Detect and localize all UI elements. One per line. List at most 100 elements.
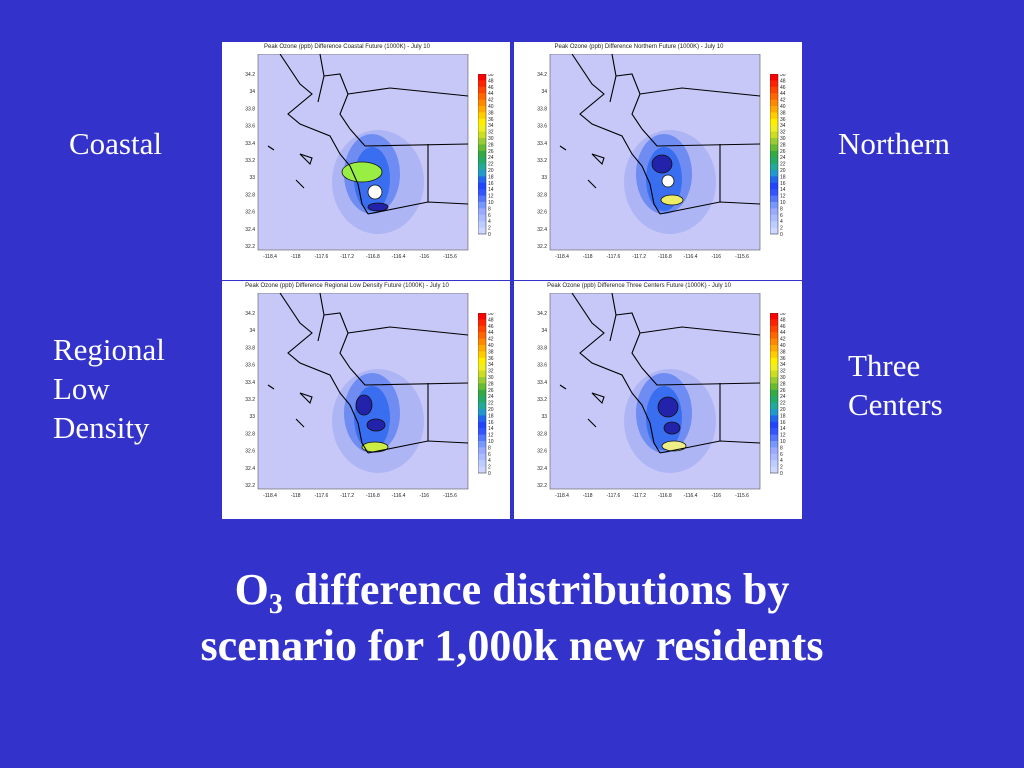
- colorbar-swatch: [770, 364, 778, 371]
- colorbar-swatch: [770, 189, 778, 196]
- map-panel-northern: Peak Ozone (ppb) Difference Northern Fut…: [514, 42, 802, 280]
- x-tick-label: -118.4: [263, 493, 277, 499]
- colorbar-tick-label: 16: [488, 420, 494, 426]
- colorbar-swatch: [770, 144, 778, 152]
- map-panel-coastal: Peak Ozone (ppb) Difference Coastal Futu…: [222, 42, 510, 280]
- colorbar-swatch: [478, 319, 486, 327]
- map-panel-three-centers: Peak Ozone (ppb) Difference Three Center…: [514, 281, 802, 519]
- colorbar-tick-label: 12: [780, 433, 786, 439]
- colorbar-tick-label: 38: [780, 349, 786, 355]
- ozone-plume: [332, 130, 424, 234]
- land-borders: [559, 54, 761, 215]
- colorbar: 5048464442403836343230282624222018161412…: [478, 74, 494, 238]
- colorbar-tick-label: 32: [780, 130, 786, 136]
- x-tick-label: -115.6: [735, 493, 749, 499]
- colorbar-tick-label: 24: [780, 394, 786, 400]
- colorbar-swatch: [770, 428, 778, 435]
- colorbar-swatch: [478, 112, 486, 120]
- colorbar-swatch: [770, 357, 778, 365]
- colorbar-swatch: [770, 447, 778, 455]
- colorbar-tick-label: 50: [488, 74, 494, 78]
- colorbar-swatch: [770, 221, 778, 228]
- colorbar-swatch: [770, 99, 778, 107]
- colorbar-swatch: [770, 182, 778, 190]
- colorbar-swatch: [770, 195, 778, 203]
- colorbar-swatch: [770, 383, 778, 391]
- x-tick-label: -117.6: [315, 254, 329, 260]
- x-tick-label: -116.8: [658, 254, 672, 260]
- colorbar-tick-label: 12: [780, 194, 786, 200]
- colorbar-swatch: [478, 131, 486, 139]
- colorbar-swatch: [478, 221, 486, 228]
- x-tick-label: -116.4: [684, 493, 698, 499]
- y-tick-label: 34: [541, 328, 547, 334]
- colorbar-tick-label: 14: [488, 187, 494, 193]
- y-tick-label: 32.2: [245, 244, 255, 250]
- y-tick-label: 33.2: [537, 397, 547, 403]
- colorbar-swatch: [478, 99, 486, 107]
- colorbar-tick-label: 22: [488, 401, 494, 407]
- land-borders: [267, 293, 469, 454]
- colorbar-tick-label: 4: [780, 458, 783, 464]
- colorbar-swatch: [478, 163, 486, 171]
- colorbar-swatch: [770, 170, 778, 177]
- colorbar-tick-label: 28: [780, 381, 786, 387]
- y-tick-label: 33.8: [245, 345, 255, 351]
- colorbar-tick-label: 30: [488, 375, 494, 381]
- y-tick-label: 32.2: [537, 483, 547, 489]
- ozone-map: 34.2 34 33.8 33.6 33.4 33.2 33 32.8 32.6 32.4 32.2…: [537, 54, 761, 260]
- colorbar-swatch: [770, 415, 778, 423]
- colorbar-swatch: [770, 313, 778, 320]
- colorbar-tick-label: 12: [488, 433, 494, 439]
- y-tick-label: 33.4: [245, 141, 255, 147]
- colorbar-swatch: [770, 80, 778, 88]
- colorbar-swatch: [770, 466, 778, 474]
- colorbar-swatch: [770, 351, 778, 359]
- colorbar-swatch: [478, 125, 486, 132]
- colorbar-swatch: [770, 377, 778, 384]
- colorbar-swatch: [770, 409, 778, 416]
- colorbar-tick-label: 26: [780, 149, 786, 155]
- colorbar-tick-label: 42: [780, 337, 786, 343]
- x-tick-label: -118: [291, 254, 301, 260]
- colorbar-swatch: [478, 345, 486, 352]
- colorbar-tick-label: 24: [780, 155, 786, 161]
- colorbar-swatch: [478, 313, 486, 320]
- colorbar-swatch: [478, 176, 486, 184]
- colorbar-tick-label: 36: [780, 117, 786, 123]
- colorbar-swatch: [770, 202, 778, 209]
- ozone-map: 34.2 34 33.8 33.6 33.4 33.2 33 32.8 32.6 32.4 32.2…: [245, 54, 469, 260]
- y-tick-label: 33.8: [245, 106, 255, 112]
- y-tick-label: 33.2: [537, 158, 547, 164]
- x-tick-label: -117.2: [340, 493, 354, 499]
- colorbar-tick-label: 32: [488, 369, 494, 375]
- colorbar-tick-label: 30: [780, 136, 786, 142]
- x-tick-label: -117.2: [340, 254, 354, 260]
- label-three-line-1: Three: [848, 348, 921, 383]
- x-tick-label: -115.6: [443, 493, 457, 499]
- y-tick-label: 33.4: [245, 380, 255, 386]
- colorbar-tick-label: 26: [488, 149, 494, 155]
- colorbar-swatch: [478, 227, 486, 235]
- colorbar-swatch: [478, 434, 486, 442]
- colorbar-tick-label: 18: [488, 174, 494, 180]
- colorbar-tick-label: 44: [488, 330, 494, 336]
- colorbar-tick-label: 16: [488, 181, 494, 187]
- panel-title: Peak Ozone (ppb) Difference Regional Low…: [245, 283, 449, 289]
- x-tick-label: -116: [711, 493, 721, 499]
- colorbar-swatch: [770, 345, 778, 352]
- y-tick-label: 33: [249, 175, 255, 181]
- colorbar-tick-label: 20: [488, 168, 494, 174]
- colorbar-swatch: [478, 338, 486, 346]
- ozone-plume: [332, 369, 424, 473]
- y-tick-label: 33.6: [245, 124, 255, 130]
- colorbar-swatch: [478, 80, 486, 88]
- y-tick-label: 32.2: [245, 483, 255, 489]
- colorbar-tick-label: 0: [488, 471, 491, 477]
- colorbar-swatch: [478, 332, 486, 339]
- colorbar-tick-label: 46: [780, 324, 786, 330]
- colorbar-tick-label: 44: [780, 330, 786, 336]
- colorbar-swatch: [478, 106, 486, 113]
- x-tick-label: -116: [419, 493, 429, 499]
- y-tick-label: 32.8: [245, 192, 255, 198]
